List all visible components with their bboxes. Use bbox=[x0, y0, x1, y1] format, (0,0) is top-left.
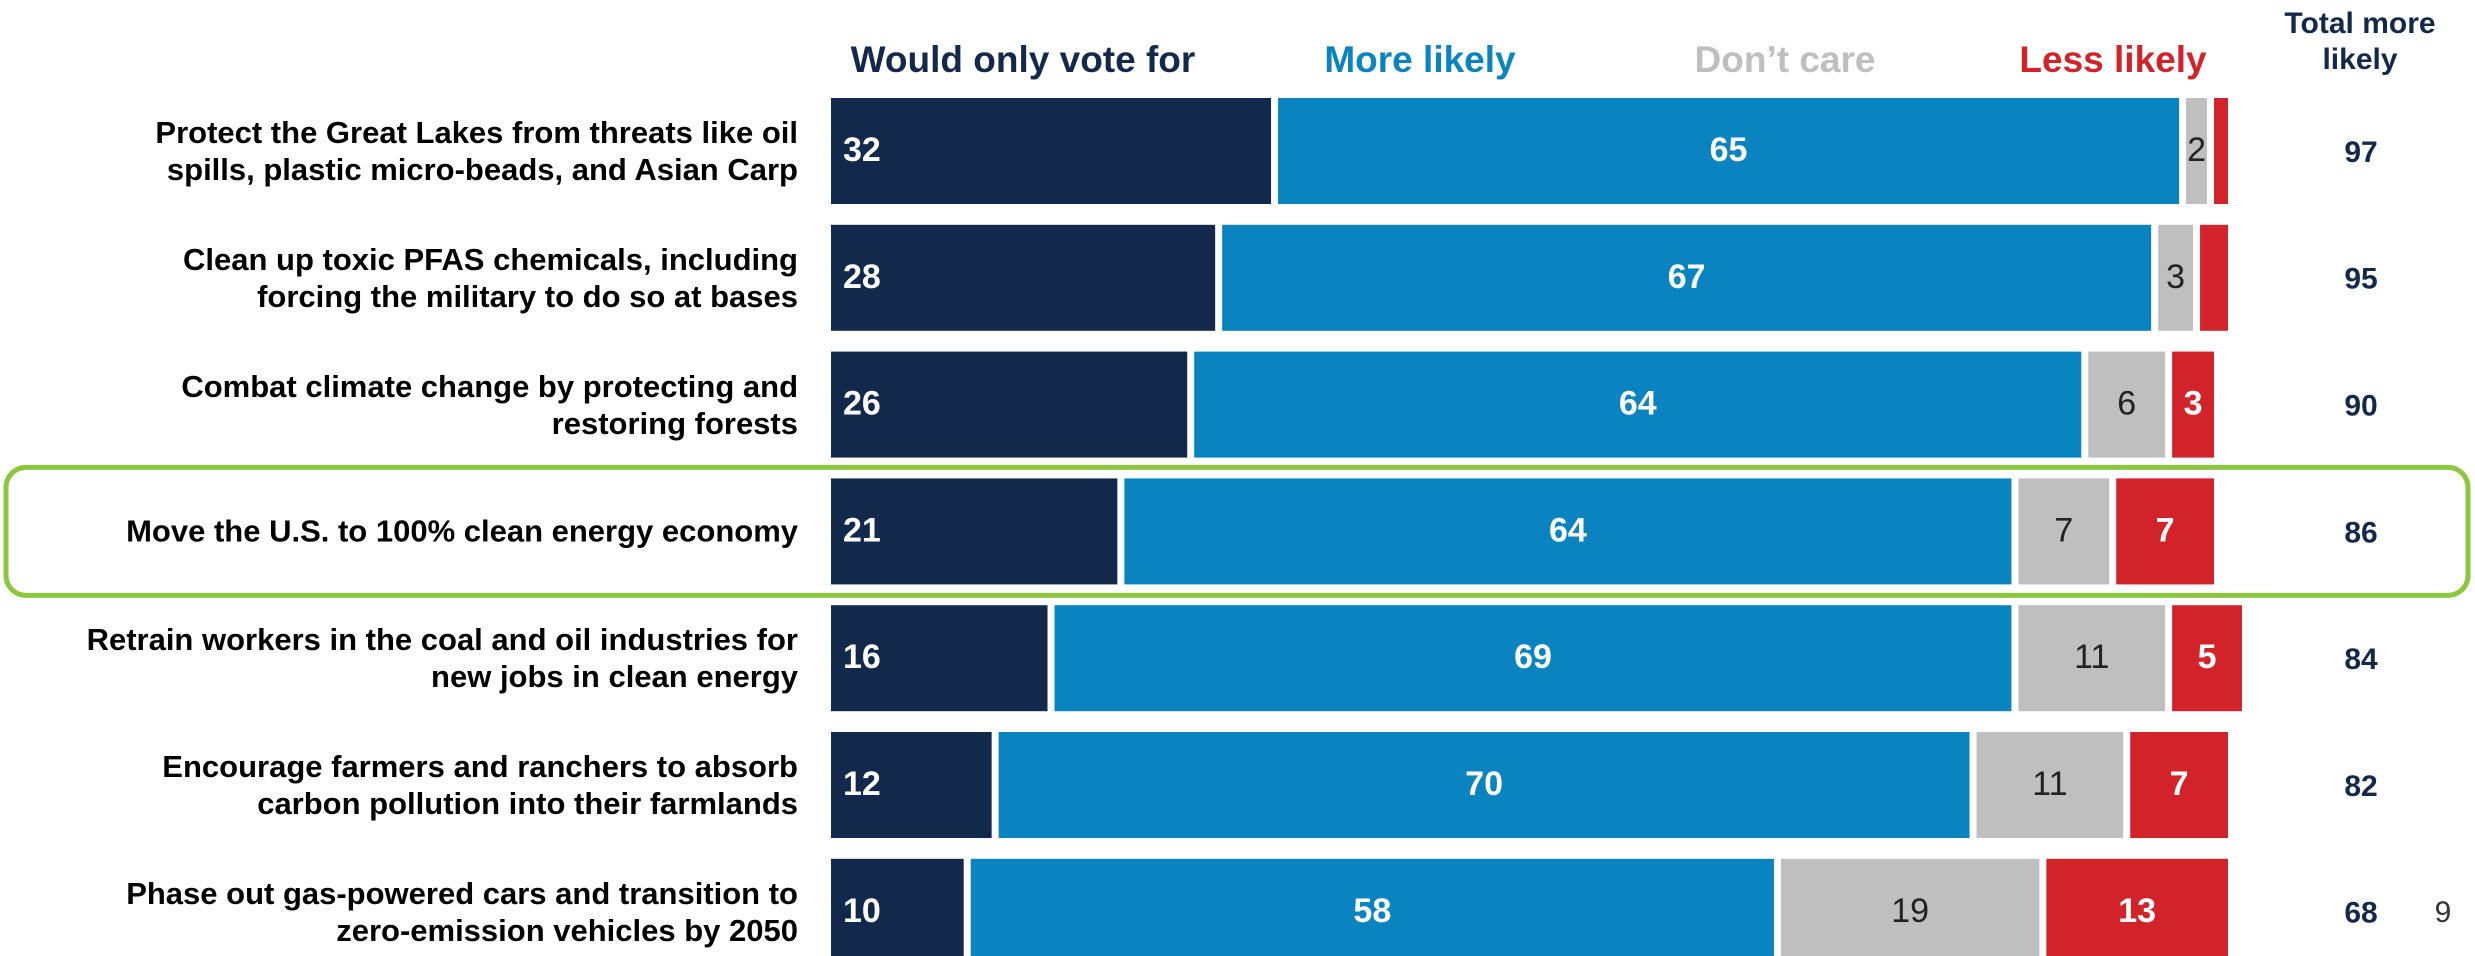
total-value: 90 bbox=[2344, 390, 2377, 423]
bar-segment bbox=[1124, 478, 2012, 585]
bar-segment bbox=[2158, 224, 2194, 331]
bar-segment bbox=[1780, 858, 2040, 956]
bar-segment bbox=[2214, 98, 2228, 204]
value-label: 69 bbox=[1514, 638, 1552, 676]
value-label: 2 bbox=[2187, 131, 2206, 169]
bar-segment bbox=[831, 732, 992, 838]
value-label: 26 bbox=[843, 385, 881, 423]
value-label: 32 bbox=[843, 131, 881, 169]
value-label: 3 bbox=[2166, 258, 2185, 296]
bar-segment bbox=[2018, 478, 2110, 585]
legend-label: Less likely bbox=[2019, 39, 2207, 80]
value-label: 6 bbox=[2117, 385, 2136, 423]
value-label: 13 bbox=[2118, 892, 2156, 930]
total-value: 86 bbox=[2344, 516, 2377, 549]
bar-segment bbox=[1054, 605, 2012, 712]
category-label: Protect the Great Lakes from threats lik… bbox=[155, 115, 798, 187]
legend-label: Don’t care bbox=[1695, 39, 1876, 80]
value-label: 7 bbox=[2054, 511, 2073, 549]
bar-segment bbox=[1278, 98, 2180, 204]
total-value: 68 bbox=[2344, 897, 2377, 930]
bar-segment bbox=[998, 732, 1970, 838]
value-label: 64 bbox=[1549, 511, 1587, 549]
bar-segment bbox=[970, 858, 1774, 956]
category-label: Retrain workers in the coal and oil indu… bbox=[86, 622, 798, 695]
category-label: Encourage farmers and ranchers to absorb… bbox=[162, 749, 798, 821]
bar-segment bbox=[2046, 858, 2228, 956]
bar-segment bbox=[831, 478, 1118, 585]
bar-segment bbox=[831, 351, 1188, 458]
category-label: Phase out gas-powered cars and transitio… bbox=[126, 875, 798, 948]
bar-segment bbox=[1194, 351, 2082, 458]
legend-label: More likely bbox=[1324, 39, 1516, 80]
bar-segment bbox=[2018, 605, 2166, 712]
bar-segment bbox=[2088, 351, 2166, 458]
bar-segment bbox=[1222, 224, 2152, 331]
value-label: 58 bbox=[1353, 892, 1391, 930]
bar-segment bbox=[831, 224, 1216, 331]
value-label: 5 bbox=[2198, 638, 2217, 676]
total-value: 82 bbox=[2344, 770, 2377, 803]
bar-segment bbox=[2186, 98, 2208, 204]
value-label: 11 bbox=[2032, 765, 2067, 803]
bar-segment bbox=[2200, 224, 2228, 331]
value-label: 67 bbox=[1668, 258, 1706, 296]
bar-segment bbox=[1976, 732, 2124, 838]
value-label: 10 bbox=[843, 892, 881, 930]
page-number: 9 bbox=[2435, 896, 2452, 929]
value-label: 16 bbox=[843, 638, 881, 676]
highlight-box bbox=[3, 464, 2471, 598]
total-value: 84 bbox=[2344, 643, 2378, 676]
value-label: 28 bbox=[843, 258, 881, 296]
value-label: 64 bbox=[1619, 385, 1657, 423]
value-label: 11 bbox=[2074, 638, 2109, 676]
total-header: Total more likely bbox=[2284, 7, 2436, 76]
value-label: 12 bbox=[843, 765, 881, 803]
bar-segment bbox=[2116, 478, 2215, 585]
value-label: 3 bbox=[2184, 385, 2203, 423]
bar-segment bbox=[2172, 351, 2215, 458]
bar-segment bbox=[831, 605, 1048, 712]
bar-segment bbox=[2130, 732, 2228, 838]
value-label: 70 bbox=[1465, 765, 1503, 803]
bar-segment bbox=[831, 98, 1272, 204]
value-label: 21 bbox=[843, 511, 881, 549]
category-label: Clean up toxic PFAS chemicals, including… bbox=[183, 241, 798, 314]
category-label: Move the U.S. to 100% clean energy econo… bbox=[126, 513, 798, 549]
value-label: 7 bbox=[2170, 765, 2189, 803]
value-label: 65 bbox=[1710, 131, 1748, 169]
total-value: 97 bbox=[2344, 136, 2377, 169]
bar-segment bbox=[831, 858, 964, 956]
value-label: 19 bbox=[1891, 892, 1929, 930]
bar-segment bbox=[2172, 605, 2242, 712]
legend-label: Would only vote for bbox=[851, 39, 1196, 80]
category-label: Combat climate change by protecting and … bbox=[181, 368, 798, 441]
value-label: 7 bbox=[2156, 511, 2175, 549]
total-value: 95 bbox=[2344, 263, 2377, 296]
